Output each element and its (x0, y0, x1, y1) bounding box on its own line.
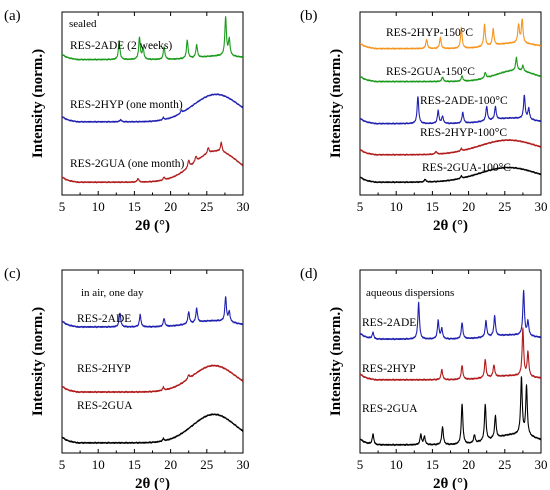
series-label: RES-2GUA (77, 400, 133, 412)
x-tick-label: 5 (59, 457, 66, 472)
series-label: RES-2ADE-100°C (420, 95, 508, 107)
panel-a: 5 10 15 20 25 30 2θ (°) Intensity (norm.) (a) sea… (4, 8, 250, 234)
series-label: RES-2HYP (one month) (70, 99, 183, 111)
series-trace-res-2hyp (360, 327, 541, 382)
x-axis-label: 2θ (°) (433, 476, 468, 490)
y-axis-label: Intensity (norm.) (328, 307, 344, 416)
x-tick-label: 30 (535, 199, 548, 214)
x-tick-label: 10 (390, 457, 403, 472)
series-label: RES-2HYP (77, 363, 131, 375)
series-trace-res-2hyp-150-c (360, 18, 541, 50)
series-label: RES-2HYP-150°C (386, 27, 473, 39)
x-tick-label: 30 (237, 199, 250, 214)
panel-d: 5 10 15 20 25 30 2θ (°) Intensity (norm.) (d) aqu… (300, 266, 548, 490)
x-tick-label: 15 (128, 199, 141, 214)
x-tick-label: 25 (200, 199, 213, 214)
panel-annotation: in air, one day (81, 287, 144, 299)
x-axis-label: 2θ (°) (135, 218, 170, 234)
series-label: RES-2GUA-100°C (422, 162, 511, 174)
series-label: RES-2GUA (one month) (70, 158, 185, 170)
panel-label: (c) (4, 266, 21, 282)
series-trace-res-2ade-2-weeks- (62, 16, 243, 61)
x-axis-label: 2θ (°) (135, 476, 170, 490)
series-label: RES-2GUA-150°C (386, 66, 475, 78)
x-tick-label: 25 (200, 457, 213, 472)
series-trace-res-2hyp-one-month- (62, 93, 243, 124)
series-trace-res-2gua-one-month- (62, 141, 243, 184)
series-trace-res-2gua (62, 413, 243, 445)
x-tick-label: 15 (128, 457, 141, 472)
x-tick-label: 30 (237, 457, 250, 472)
series-trace-res-2gua-100-c (360, 166, 541, 184)
series-label: RES-2ADE (77, 313, 131, 325)
x-tick-label: 15 (426, 199, 439, 214)
series-label: RES-2HYP (362, 363, 416, 375)
x-tick-label: 10 (92, 199, 105, 214)
series-label: RES-2HYP-100°C (420, 127, 507, 139)
panel-c: 5 10 15 20 25 30 2θ (°) Intensity (norm.) (c) in … (4, 266, 250, 490)
panel-label: (a) (4, 8, 21, 24)
series-label: RES-2ADE (362, 317, 416, 329)
x-tick-label: 5 (357, 457, 364, 472)
x-tick-label: 10 (390, 199, 403, 214)
series-trace-res-2ade (62, 296, 243, 329)
series-label: RES-2ADE (2 weeks) (70, 40, 172, 52)
x-tick-label: 5 (59, 199, 66, 214)
x-tick-label: 15 (426, 457, 439, 472)
series-trace-res-2hyp (62, 364, 243, 394)
x-tick-label: 30 (535, 457, 548, 472)
x-tick-label: 20 (462, 457, 475, 472)
panel-label: (b) (300, 8, 318, 24)
panel-b: 5 10 15 20 25 30 2θ (°) Intensity (norm.) (b) RES… (300, 8, 548, 234)
series-trace-res-2gua (360, 376, 541, 447)
series-trace-res-2ade-100-c (360, 94, 541, 125)
x-tick-label: 5 (357, 199, 364, 214)
x-tick-label: 20 (164, 199, 177, 214)
x-tick-label: 25 (498, 457, 511, 472)
series-trace-res-2ade (360, 289, 541, 341)
x-tick-label: 10 (92, 457, 105, 472)
x-tick-label: 25 (498, 199, 511, 214)
x-tick-label: 20 (164, 457, 177, 472)
x-axis-label: 2θ (°) (433, 218, 468, 234)
x-tick-label: 20 (462, 199, 475, 214)
y-axis-label: Intensity (norm.) (30, 49, 46, 158)
series-trace-res-2gua-150-c (360, 56, 541, 83)
series-label: RES-2GUA (362, 403, 418, 415)
panel-annotation: aqueous dispersions (366, 287, 454, 299)
series-trace-res-2hyp-100-c (360, 139, 541, 156)
panel-label: (d) (300, 266, 318, 282)
y-axis-label: Intensity (norm.) (328, 49, 344, 158)
y-axis-label: Intensity (norm.) (30, 307, 46, 416)
panel-annotation: sealed (69, 18, 97, 30)
